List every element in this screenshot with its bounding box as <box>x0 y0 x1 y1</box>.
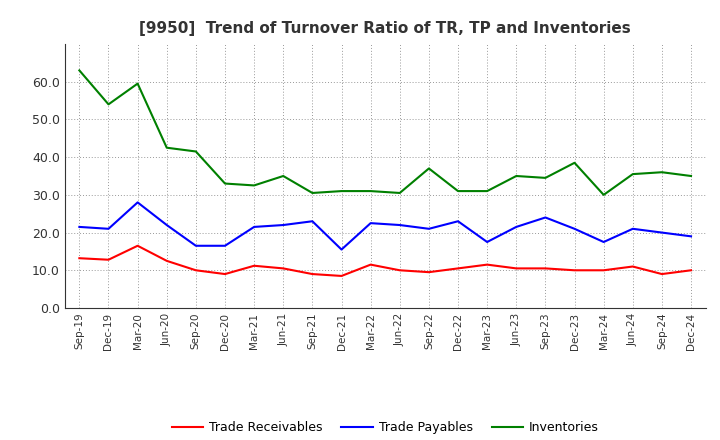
Trade Receivables <box>192 268 200 273</box>
Line: Trade Payables: Trade Payables <box>79 202 691 249</box>
Trade Receivables <box>395 268 404 273</box>
Trade Payables <box>483 239 492 245</box>
Inventories <box>629 172 637 177</box>
Trade Receivables <box>425 270 433 275</box>
Trade Payables <box>220 243 229 249</box>
Trade Receivables <box>163 258 171 264</box>
Inventories <box>163 145 171 150</box>
Trade Receivables <box>250 263 258 268</box>
Trade Receivables <box>541 266 550 271</box>
Inventories <box>366 188 375 194</box>
Trade Payables <box>657 230 666 235</box>
Line: Trade Receivables: Trade Receivables <box>79 246 691 276</box>
Trade Receivables <box>483 262 492 267</box>
Trade Payables <box>425 226 433 231</box>
Inventories <box>250 183 258 188</box>
Trade Payables <box>75 224 84 230</box>
Trade Receivables <box>75 256 84 261</box>
Trade Receivables <box>220 271 229 277</box>
Trade Payables <box>133 200 142 205</box>
Trade Payables <box>629 226 637 231</box>
Trade Payables <box>308 219 317 224</box>
Trade Payables <box>279 222 287 227</box>
Trade Payables <box>337 247 346 252</box>
Trade Receivables <box>599 268 608 273</box>
Trade Payables <box>454 219 462 224</box>
Inventories <box>541 175 550 180</box>
Trade Payables <box>395 222 404 227</box>
Trade Receivables <box>687 268 696 273</box>
Trade Payables <box>366 220 375 226</box>
Inventories <box>599 192 608 198</box>
Inventories <box>570 160 579 165</box>
Inventories <box>75 68 84 73</box>
Legend: Trade Receivables, Trade Payables, Inventories: Trade Receivables, Trade Payables, Inven… <box>166 416 604 439</box>
Inventories <box>192 149 200 154</box>
Inventories <box>687 173 696 179</box>
Inventories <box>220 181 229 186</box>
Trade Receivables <box>104 257 113 262</box>
Trade Receivables <box>366 262 375 267</box>
Inventories <box>425 166 433 171</box>
Inventories <box>104 102 113 107</box>
Inventories <box>512 173 521 179</box>
Trade Payables <box>163 222 171 227</box>
Inventories <box>337 188 346 194</box>
Trade Payables <box>192 243 200 249</box>
Trade Payables <box>687 234 696 239</box>
Inventories <box>454 188 462 194</box>
Trade Payables <box>250 224 258 230</box>
Inventories <box>657 169 666 175</box>
Trade Receivables <box>279 266 287 271</box>
Trade Receivables <box>133 243 142 249</box>
Trade Receivables <box>657 271 666 277</box>
Inventories <box>279 173 287 179</box>
Inventories <box>483 188 492 194</box>
Inventories <box>308 191 317 196</box>
Trade Receivables <box>512 266 521 271</box>
Inventories <box>395 191 404 196</box>
Trade Payables <box>599 239 608 245</box>
Line: Inventories: Inventories <box>79 70 691 195</box>
Trade Receivables <box>454 266 462 271</box>
Trade Payables <box>512 224 521 230</box>
Inventories <box>133 81 142 86</box>
Trade Receivables <box>570 268 579 273</box>
Title: [9950]  Trend of Turnover Ratio of TR, TP and Inventories: [9950] Trend of Turnover Ratio of TR, TP… <box>140 21 631 36</box>
Trade Receivables <box>337 273 346 279</box>
Trade Receivables <box>629 264 637 269</box>
Trade Payables <box>104 226 113 231</box>
Trade Receivables <box>308 271 317 277</box>
Trade Payables <box>541 215 550 220</box>
Trade Payables <box>570 226 579 231</box>
